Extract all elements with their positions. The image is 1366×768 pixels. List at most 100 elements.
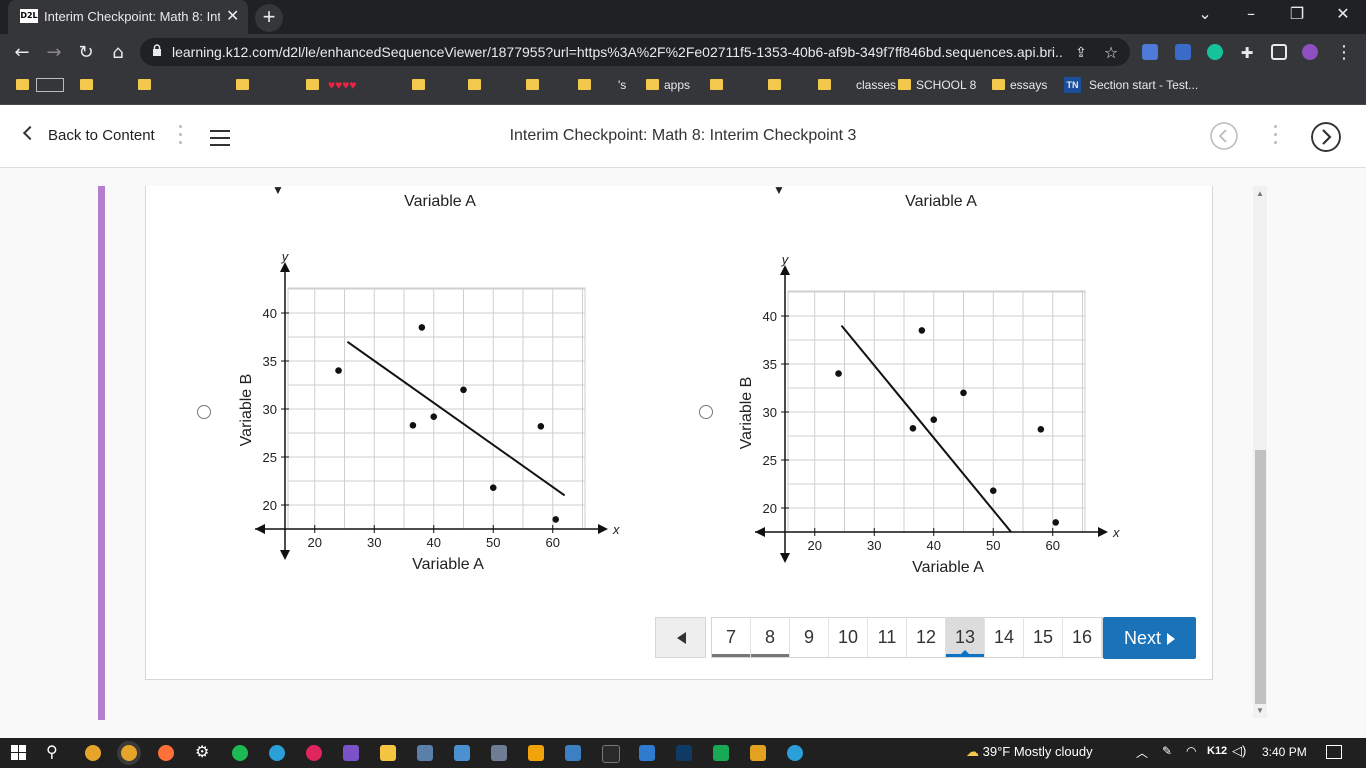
puzzle-extensions-icon[interactable]: ✚ — [1240, 44, 1254, 62]
firefox-icon[interactable] — [158, 745, 174, 761]
spotify-icon[interactable] — [232, 745, 248, 761]
bookmark-folder[interactable] — [768, 77, 786, 93]
page-14-button[interactable]: 14 — [985, 618, 1024, 657]
music-app-icon[interactable] — [306, 745, 322, 761]
reload-icon[interactable]: ↻ — [78, 42, 94, 63]
data-point — [918, 327, 926, 334]
clock[interactable]: 3:40 PM — [1262, 745, 1307, 759]
notifications-icon[interactable] — [1326, 745, 1342, 759]
edge-icon[interactable] — [269, 745, 285, 761]
wifi-icon[interactable]: ◠ — [1186, 744, 1197, 758]
page-8-button[interactable]: 8 — [751, 618, 790, 657]
bookmark-classes[interactable]: classes — [818, 77, 896, 93]
xbox-icon[interactable] — [713, 745, 729, 761]
folder-icon — [992, 79, 1005, 90]
browser-tab[interactable]: D2L Interim Checkpoint: Math 8: Inter ✕ — [8, 0, 248, 34]
page-12-button[interactable]: 12 — [907, 618, 946, 657]
camera-icon[interactable] — [417, 745, 433, 761]
bookmark-folder[interactable] — [412, 77, 430, 93]
bookmark-star-icon[interactable]: ☆ — [1103, 43, 1119, 62]
previous-question-button[interactable] — [655, 617, 706, 658]
answer-option-radio-2[interactable] — [699, 405, 713, 419]
minimize-button[interactable]: – — [1247, 4, 1255, 23]
data-point — [1052, 519, 1060, 526]
page-9-button[interactable]: 9 — [790, 618, 829, 657]
bookmark-folder[interactable] — [468, 77, 486, 93]
edge-icon[interactable] — [787, 745, 803, 761]
bookmark-folder[interactable] — [236, 77, 254, 93]
bookmark-folder[interactable] — [306, 77, 324, 93]
back-to-content-button[interactable]: Back to Content — [48, 127, 155, 144]
epic-games-icon[interactable] — [602, 745, 620, 763]
restore-button[interactable]: ❐ — [1289, 4, 1305, 23]
folder-icon — [412, 79, 425, 90]
side-panel-icon[interactable] — [1271, 44, 1287, 60]
scrollbar-thumb[interactable] — [1255, 450, 1266, 704]
pen-icon[interactable]: ✎ — [1162, 744, 1173, 758]
tab-search-icon[interactable]: ⌄ — [1198, 4, 1212, 23]
bookmark-apps[interactable]: apps — [646, 77, 690, 93]
grammarly-icon[interactable] — [1207, 44, 1223, 60]
x-axis-letter: x — [1112, 525, 1120, 540]
extension-cursor-icon[interactable] — [1142, 44, 1158, 60]
calculator-icon[interactable] — [565, 745, 581, 761]
url-text[interactable]: learning.k12.com/d2l/le/enhancedSequence… — [172, 44, 1062, 60]
data-point — [489, 484, 497, 492]
back-arrow-icon[interactable]: ← — [14, 42, 30, 63]
file-explorer-icon[interactable] — [380, 745, 396, 761]
bookmark-essays[interactable]: essays — [992, 77, 1047, 93]
page-13-button[interactable]: 13 — [946, 618, 985, 657]
chrome-icon[interactable] — [85, 745, 101, 761]
home-icon[interactable]: ⌂ — [112, 42, 124, 63]
bookmark-folder[interactable] — [16, 77, 34, 93]
bookmark-school[interactable]: SCHOOL 8 — [898, 77, 976, 93]
weather-widget[interactable]: ☁ 39°F Mostly cloudy — [966, 744, 1093, 760]
next-topic-button[interactable] — [1311, 122, 1341, 152]
bookmark-folder[interactable] — [80, 77, 98, 93]
page-7-button[interactable]: 7 — [712, 618, 751, 657]
new-tab-button[interactable]: + — [255, 4, 283, 32]
settings-gear-icon[interactable]: ⚙ — [195, 744, 210, 761]
bookmark-section-start[interactable]: Section start - Test... — [1089, 78, 1199, 92]
address-bar[interactable] — [140, 38, 1130, 66]
profile-avatar[interactable] — [1302, 44, 1318, 60]
previous-topic-button[interactable] — [1210, 122, 1238, 150]
page-11-button[interactable]: 11 — [868, 618, 907, 657]
hearts-bookmark-icon[interactable]: ♥♥♥♥ — [328, 78, 357, 92]
page-10-button[interactable]: 10 — [829, 618, 868, 657]
volume-icon[interactable]: ◁) — [1232, 743, 1247, 758]
scroll-up-icon[interactable]: ▲ — [1256, 189, 1264, 198]
bookmark-folder[interactable] — [526, 77, 544, 93]
y-tick-label: 25 — [263, 450, 277, 465]
share-icon[interactable]: ⇪ — [1075, 45, 1087, 61]
tab-close-icon[interactable]: ✕ — [226, 8, 240, 25]
app-icon[interactable] — [491, 745, 507, 761]
bookmark-folder[interactable]: 's — [578, 77, 626, 93]
search-icon[interactable]: ⚲ — [46, 744, 58, 761]
app-icon[interactable] — [343, 745, 359, 761]
app-icon[interactable] — [639, 745, 655, 761]
chevron-up-icon[interactable]: ︿ — [1136, 746, 1149, 760]
caret-down-icon: ▼ — [773, 183, 785, 197]
scroll-down-icon[interactable]: ▼ — [1256, 706, 1264, 715]
extension-icon[interactable] — [1175, 44, 1191, 60]
terminal-icon[interactable] — [676, 745, 692, 761]
chrome-active-icon[interactable] — [121, 745, 137, 761]
answer-option-radio-1[interactable] — [197, 405, 211, 419]
bookmark-folder[interactable] — [138, 77, 156, 93]
page-15-button[interactable]: 15 — [1024, 618, 1063, 657]
k12-tray-icon[interactable]: K12 — [1207, 745, 1228, 757]
app-icon[interactable] — [454, 745, 470, 761]
windows-start-icon[interactable] — [11, 745, 26, 760]
page-16-button[interactable]: 16 — [1063, 618, 1102, 657]
menu-hamburger-icon[interactable] — [210, 130, 230, 151]
bookmark-icon[interactable] — [36, 78, 64, 92]
next-question-button[interactable]: Next — [1103, 617, 1196, 659]
forward-arrow-icon[interactable]: → — [46, 42, 62, 63]
window-close-button[interactable]: ✕ — [1336, 4, 1350, 23]
store-icon[interactable] — [528, 745, 544, 761]
folder-icon — [468, 79, 481, 90]
app-icon[interactable] — [750, 745, 766, 761]
browser-menu-icon[interactable]: ⋮ — [1335, 42, 1353, 63]
bookmark-folder[interactable] — [710, 77, 728, 93]
